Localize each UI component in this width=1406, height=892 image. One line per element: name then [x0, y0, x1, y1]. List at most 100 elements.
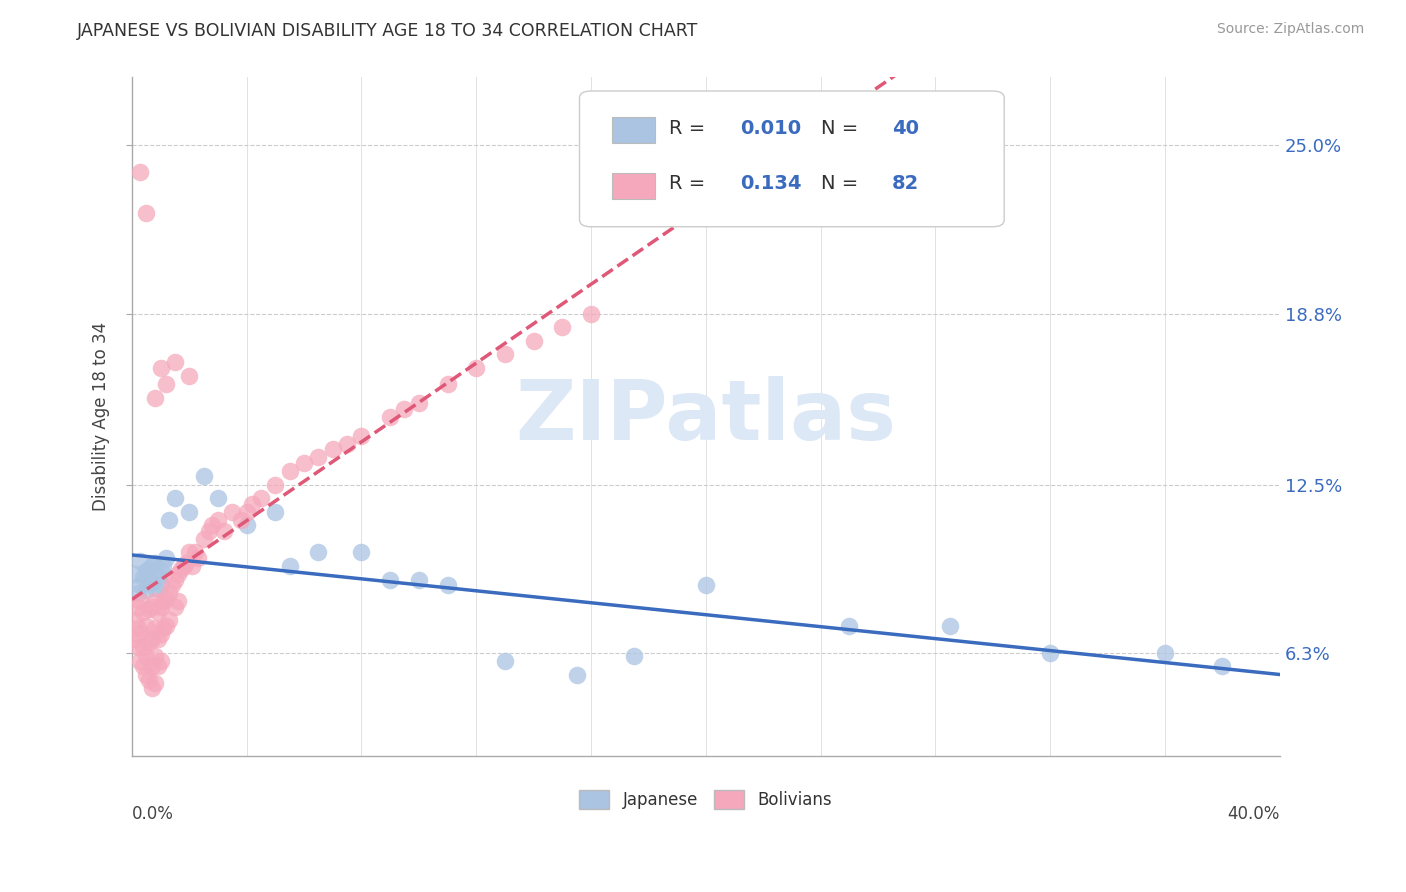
Text: N =: N =	[821, 175, 865, 194]
Text: R =: R =	[669, 119, 711, 138]
Point	[322, 442, 344, 457]
Point	[149, 360, 172, 375]
Point	[307, 545, 329, 559]
Point	[135, 619, 157, 633]
Point	[938, 619, 960, 633]
Point	[141, 575, 163, 590]
Point	[565, 667, 588, 681]
Point	[378, 409, 401, 424]
Point	[143, 622, 166, 636]
Point	[141, 659, 163, 673]
Text: 0.010: 0.010	[740, 119, 801, 138]
Point	[155, 377, 177, 392]
Point	[157, 513, 180, 527]
Point	[129, 594, 152, 608]
Point	[132, 605, 155, 619]
Point	[166, 594, 188, 608]
Point	[155, 591, 177, 606]
Point	[235, 505, 257, 519]
Point	[179, 545, 201, 559]
Text: N =: N =	[821, 119, 865, 138]
Point	[143, 594, 166, 608]
Point	[129, 553, 152, 567]
Point	[187, 550, 209, 565]
Point	[146, 605, 169, 619]
Point	[124, 613, 146, 627]
Point	[242, 497, 264, 511]
Point	[143, 581, 166, 595]
Point	[146, 659, 169, 673]
Point	[221, 505, 243, 519]
Point	[129, 627, 152, 641]
Point	[157, 613, 180, 627]
Point	[129, 165, 152, 179]
Point	[135, 565, 157, 579]
Point	[292, 456, 315, 470]
Point	[138, 573, 160, 587]
Point	[408, 573, 430, 587]
Point	[1211, 659, 1233, 673]
Point	[149, 565, 172, 579]
Point	[127, 622, 149, 636]
Point	[146, 570, 169, 584]
Point	[695, 578, 717, 592]
Point	[135, 648, 157, 663]
Point	[201, 518, 224, 533]
Point	[176, 557, 198, 571]
Point	[336, 437, 359, 451]
Point	[160, 578, 183, 592]
Point	[143, 648, 166, 663]
Text: 0.134: 0.134	[740, 175, 801, 194]
Text: 40.0%: 40.0%	[1227, 805, 1279, 823]
Point	[350, 545, 373, 559]
Point	[143, 391, 166, 405]
Point	[138, 562, 160, 576]
Point	[124, 567, 146, 582]
Point	[163, 573, 186, 587]
Text: JAPANESE VS BOLIVIAN DISABILITY AGE 18 TO 34 CORRELATION CHART: JAPANESE VS BOLIVIAN DISABILITY AGE 18 T…	[77, 22, 699, 40]
FancyBboxPatch shape	[579, 91, 1004, 227]
Point	[198, 524, 221, 538]
Point	[179, 369, 201, 384]
Point	[378, 573, 401, 587]
Point	[135, 667, 157, 681]
Point	[141, 559, 163, 574]
Point	[579, 307, 602, 321]
Point	[278, 559, 301, 574]
Text: ZIPatlas: ZIPatlas	[515, 376, 896, 458]
Point	[235, 518, 257, 533]
FancyBboxPatch shape	[612, 118, 655, 144]
Point	[149, 627, 172, 641]
Text: 0.0%: 0.0%	[132, 805, 174, 823]
Point	[141, 632, 163, 647]
Point	[155, 550, 177, 565]
Point	[124, 632, 146, 647]
Point	[155, 619, 177, 633]
Point	[132, 640, 155, 655]
Point	[129, 654, 152, 668]
Point	[149, 599, 172, 614]
Point	[146, 632, 169, 647]
Point	[127, 599, 149, 614]
Point	[1039, 646, 1062, 660]
Point	[143, 557, 166, 571]
Point	[132, 570, 155, 584]
Point	[135, 583, 157, 598]
Text: 82: 82	[891, 175, 920, 194]
Point	[163, 599, 186, 614]
FancyBboxPatch shape	[612, 173, 655, 199]
Point	[264, 477, 287, 491]
Point	[152, 622, 174, 636]
Point	[173, 559, 195, 574]
Point	[193, 469, 215, 483]
Point	[229, 513, 252, 527]
Point	[163, 355, 186, 369]
Point	[141, 599, 163, 614]
Point	[551, 320, 574, 334]
Point	[184, 545, 207, 559]
Point	[264, 505, 287, 519]
Point	[179, 505, 201, 519]
Legend: Japanese, Bolivians: Japanese, Bolivians	[572, 783, 839, 815]
Point	[127, 586, 149, 600]
Point	[193, 532, 215, 546]
